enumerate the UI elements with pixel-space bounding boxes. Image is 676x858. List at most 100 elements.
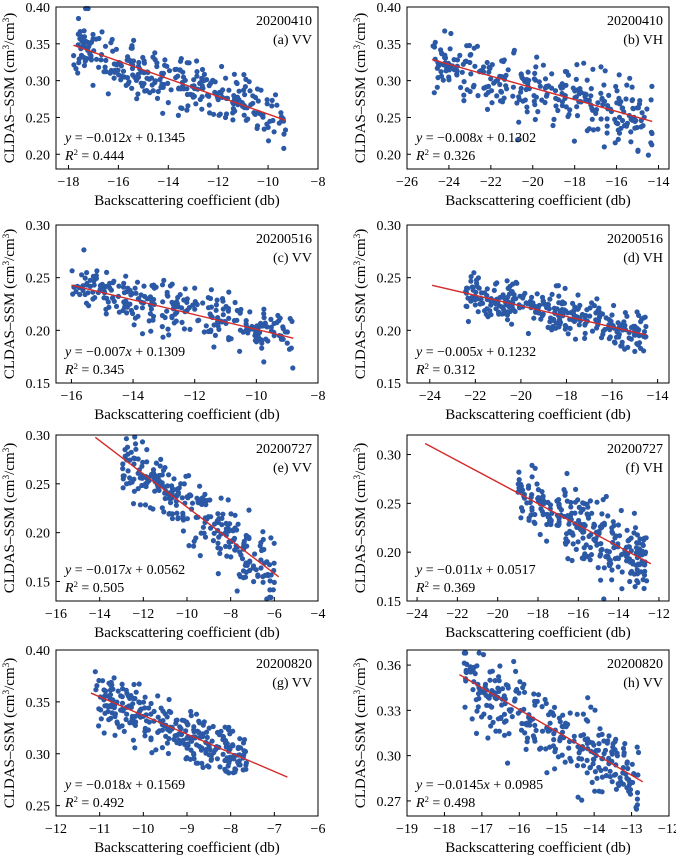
data-point — [622, 550, 628, 556]
data-point — [171, 487, 177, 493]
x-tick-label: −14 — [608, 607, 630, 622]
data-point — [588, 93, 594, 99]
data-point — [529, 505, 535, 511]
data-point — [171, 736, 177, 743]
data-point — [624, 527, 630, 533]
x-tick-label: −16 — [601, 389, 623, 404]
data-point — [181, 481, 187, 487]
data-point — [149, 750, 155, 756]
data-point — [109, 36, 115, 43]
data-point — [616, 130, 623, 136]
x-tick-label: −22 — [464, 389, 486, 404]
x-tick-label: −9 — [180, 822, 195, 837]
data-point — [127, 720, 133, 726]
data-point — [129, 479, 135, 485]
data-point — [595, 747, 602, 753]
data-point — [520, 293, 527, 299]
data-point — [232, 766, 238, 772]
x-axis-label: Backscattering coefficient (db) — [445, 193, 630, 209]
data-point — [230, 117, 236, 123]
data-point — [269, 97, 275, 103]
r-squared-label: R2 = 0.444 — [64, 147, 124, 164]
data-point — [561, 307, 567, 313]
data-point — [547, 744, 553, 750]
date-label: 20200516 — [256, 232, 312, 247]
data-point — [467, 52, 473, 58]
x-axis-label: Backscattering coefficient (db) — [445, 840, 630, 856]
data-point — [252, 551, 258, 557]
data-point — [102, 710, 108, 716]
data-point — [118, 693, 124, 699]
data-point — [93, 273, 99, 279]
data-point — [580, 535, 586, 541]
data-point — [115, 67, 121, 73]
data-point — [625, 765, 631, 772]
data-point — [192, 285, 198, 291]
data-point — [523, 86, 529, 93]
data-point — [476, 650, 482, 656]
data-point — [132, 441, 139, 447]
data-point — [628, 116, 634, 122]
data-point — [94, 268, 100, 274]
data-point — [177, 67, 183, 73]
data-point — [573, 76, 579, 82]
data-point — [491, 287, 497, 293]
data-point — [169, 511, 175, 517]
data-point — [622, 310, 629, 316]
data-point — [199, 66, 206, 73]
data-point — [532, 722, 538, 729]
y-axis-label: CLDAS–SSM (cm3/cm3) — [2, 229, 18, 380]
data-point — [201, 71, 207, 77]
data-point — [580, 506, 586, 512]
data-point — [150, 506, 156, 512]
data-point — [120, 461, 126, 467]
data-point — [120, 68, 127, 74]
data-point — [505, 760, 511, 766]
data-point — [505, 285, 511, 291]
data-point — [530, 733, 537, 739]
data-point — [473, 277, 480, 283]
data-point — [504, 278, 510, 284]
data-point — [132, 74, 138, 80]
data-point — [609, 312, 615, 318]
y-axis-label: CLDAS–SSM (cm3/cm3) — [353, 13, 369, 164]
data-point — [175, 112, 181, 118]
data-point — [222, 766, 228, 772]
data-point — [237, 745, 244, 751]
data-point — [179, 717, 185, 723]
data-point — [602, 747, 609, 753]
data-point — [217, 764, 223, 770]
data-point — [542, 76, 549, 82]
data-point — [539, 294, 546, 300]
data-point — [70, 291, 76, 297]
data-point — [510, 296, 516, 302]
x-tick-label: −12 — [184, 389, 206, 404]
y-tick-label: 0.20 — [377, 324, 402, 339]
data-point — [541, 301, 547, 307]
data-point — [565, 556, 571, 562]
regression-line — [431, 284, 647, 336]
data-point — [544, 770, 550, 776]
data-point — [575, 292, 581, 298]
data-point — [144, 447, 150, 453]
x-axis-label: Backscattering coefficient (db) — [94, 840, 279, 856]
data-point — [215, 540, 221, 546]
data-point — [161, 509, 167, 515]
x-tick-label: −14 — [583, 822, 605, 837]
data-point — [284, 340, 290, 346]
data-point — [591, 756, 597, 763]
chart-panel-e: −16 −14 −12 −10 −8 −6 −4 0.15 0.20 0.25 0.30 Backsc… — [2, 429, 325, 641]
data-point — [471, 270, 477, 276]
data-point — [216, 534, 222, 540]
data-point — [160, 299, 166, 305]
data-point — [544, 538, 550, 544]
data-point — [584, 770, 590, 776]
data-point — [479, 714, 485, 720]
data-point — [549, 85, 555, 91]
data-point — [113, 46, 119, 52]
data-point — [158, 456, 164, 462]
data-point — [128, 307, 134, 314]
y-axis-label: CLDAS–SSM (cm3/cm3) — [353, 443, 369, 594]
data-point — [569, 557, 575, 564]
